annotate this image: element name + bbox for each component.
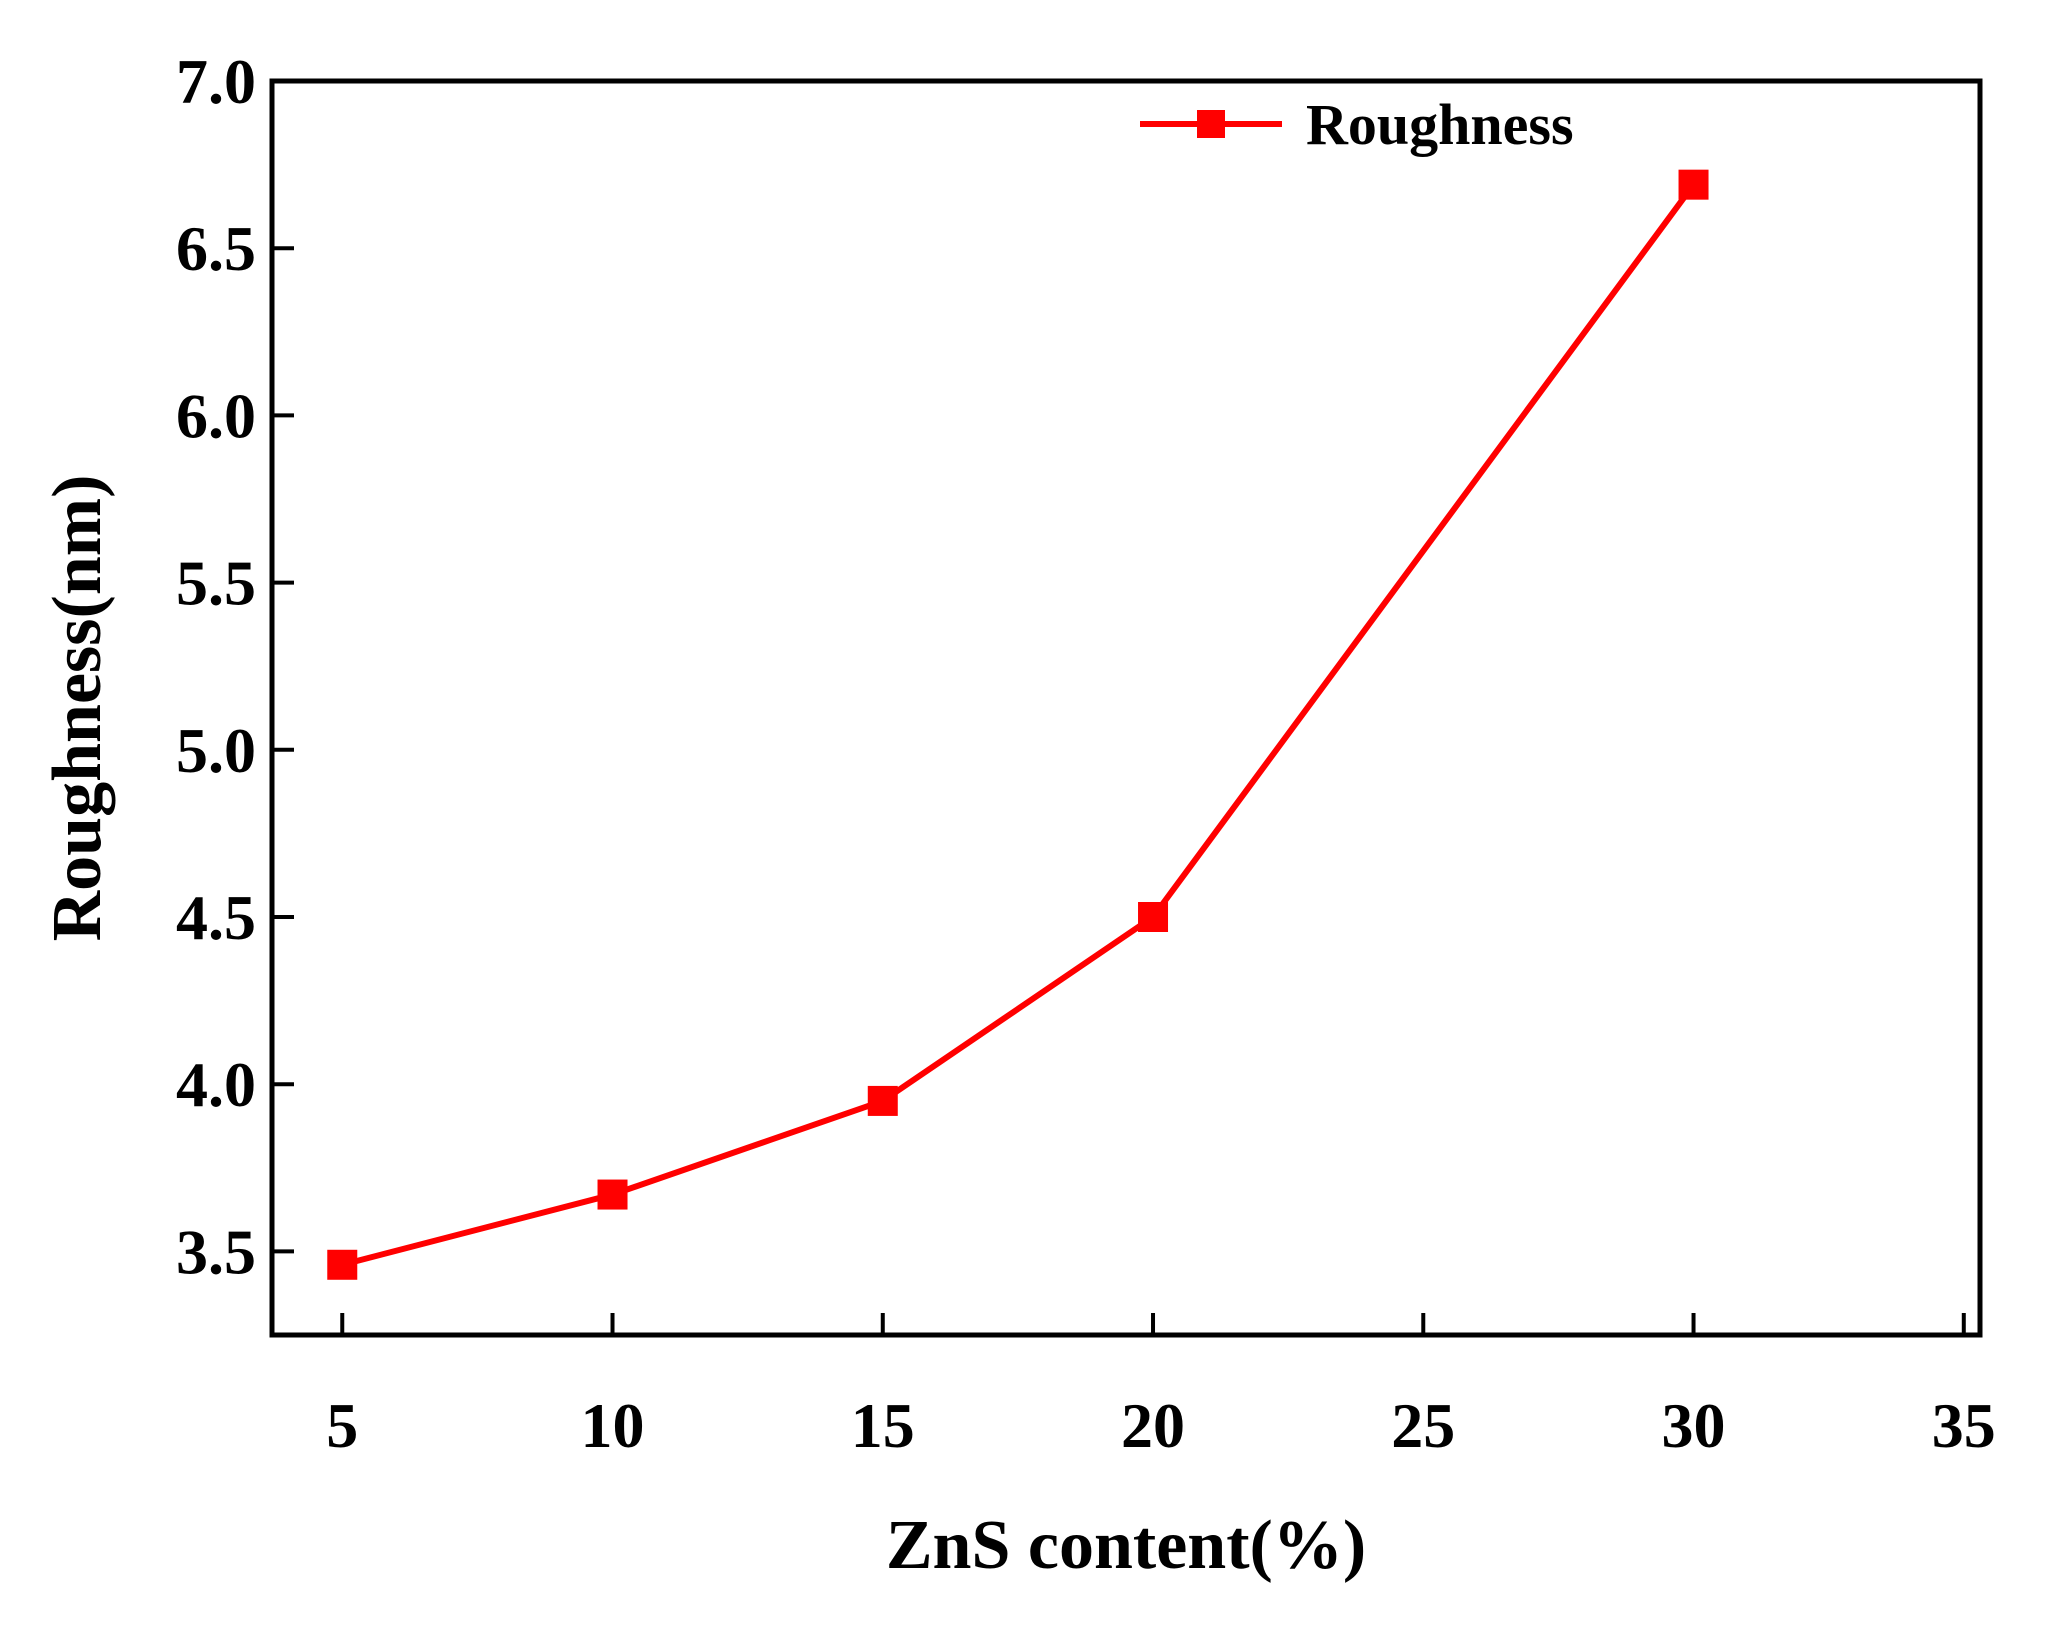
data-point — [867, 1085, 898, 1116]
y-axis: 3.5 4.0 4.5 5.0 5.5 6.0 6.5 7.0 — [176, 46, 294, 1287]
y-tick-label: 7.0 — [176, 46, 256, 117]
y-tick-label: 5.0 — [176, 715, 256, 786]
data-point — [1138, 902, 1169, 932]
x-tick-label: 20 — [1121, 1390, 1185, 1461]
y-tick-label: 6.0 — [176, 380, 256, 451]
series-line-roughness — [341, 182, 1696, 1268]
x-tick-label: 35 — [1932, 1390, 1996, 1461]
y-tick-label: 4.5 — [176, 882, 256, 953]
x-tick-label: 15 — [851, 1390, 915, 1461]
legend: Roughness — [1140, 92, 1574, 157]
y-tick-label: 4.0 — [176, 1049, 256, 1120]
x-tick-label: 25 — [1391, 1390, 1455, 1461]
series-layer — [327, 169, 1709, 1280]
plot-frame — [269, 78, 1983, 1338]
data-point — [597, 1179, 628, 1210]
data-point — [1678, 169, 1709, 200]
x-axis: 5 10 15 20 25 30 35 — [326, 1313, 1996, 1461]
x-tick-label: 10 — [581, 1390, 645, 1461]
y-tick-label: 6.5 — [176, 213, 256, 284]
x-tick-label: 30 — [1662, 1390, 1726, 1461]
legend-entry-roughness: Roughness — [1306, 92, 1574, 157]
data-point — [327, 1249, 358, 1280]
y-axis-title: Roughness(nm) — [39, 475, 116, 942]
x-tick-label: 5 — [326, 1390, 358, 1461]
x-axis-title: ZnS content(%) — [886, 1507, 1366, 1584]
y-tick-label: 3.5 — [176, 1216, 256, 1287]
legend-marker-sample — [1197, 110, 1225, 138]
y-tick-label: 5.5 — [176, 548, 256, 619]
